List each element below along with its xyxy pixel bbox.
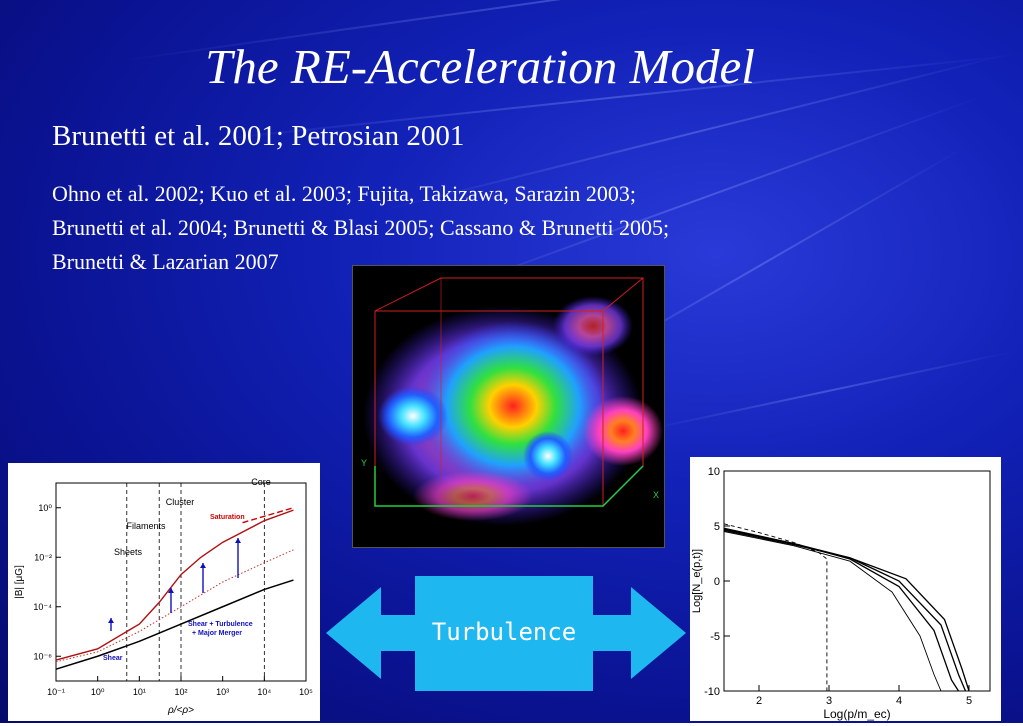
- svg-text:Y: Y: [361, 458, 367, 468]
- series-line: [723, 529, 970, 692]
- y-tick-label: 0: [714, 576, 720, 588]
- y-tick-label: 10⁻⁴: [33, 602, 52, 612]
- turbulence-box: Turbulence: [415, 576, 593, 691]
- x-tick-label: 10³: [216, 687, 229, 697]
- region-label: Sheets: [114, 547, 143, 557]
- series-line: [55, 579, 294, 670]
- x-tick-label: 2: [756, 695, 762, 707]
- series-line: [723, 523, 828, 691]
- x-tick-label: 5: [966, 695, 972, 707]
- annotation-shear-turbulence: Shear + Turbulence: [188, 621, 253, 628]
- series-line: [55, 509, 294, 661]
- y-axis-label: Log[N_e(p,t)]: [691, 549, 703, 613]
- reference-line: Brunetti & Lazarian 2007: [52, 249, 279, 274]
- series-line: [723, 531, 942, 692]
- region-label: Core: [251, 477, 271, 487]
- growth-arrow-head: [200, 563, 206, 568]
- magnetic-field-chart: 10⁻¹ 10⁰ 10¹ 10² 10³ 10⁴ 10⁵ 10⁰ 10⁻² 10⁻⁴ 10⁻⁶ ρ/<…: [8, 463, 320, 721]
- growth-arrow-head: [168, 588, 174, 593]
- reference-list: Ohno et al. 2002; Kuo et al. 2003; Fujit…: [52, 177, 912, 279]
- annotation-saturation: Saturation: [210, 514, 245, 521]
- region-label: Filaments: [126, 521, 166, 531]
- turbulence-label: Turbulence: [431, 618, 577, 646]
- slide-subtitle: Brunetti et al. 2001; Petrosian 2001: [52, 120, 465, 152]
- annotation-shear: Shear: [103, 655, 123, 662]
- electron-spectrum-chart: 2 3 4 5 10 5 0 -5 -10 Log(p/m_ec) Log[N_e(p,t)]: [690, 457, 1001, 721]
- y-tick-label: 10: [708, 466, 720, 478]
- series-line: [723, 527, 960, 692]
- series-line: [242, 507, 294, 524]
- x-tick-label: 10⁰: [91, 687, 105, 697]
- simulation-cube-image: Y X: [352, 265, 665, 548]
- y-tick-label: 10⁰: [38, 503, 52, 513]
- growth-arrow-head: [108, 618, 114, 623]
- annotation-major-merger: + Major Merger: [192, 630, 242, 637]
- x-tick-label: 4: [896, 695, 902, 707]
- y-tick-label: 5: [714, 521, 720, 533]
- x-tick-label: 10⁻¹: [47, 687, 65, 697]
- series-line: [723, 528, 967, 692]
- svg-text:X: X: [653, 490, 659, 500]
- growth-arrow-head: [235, 538, 241, 543]
- x-tick-label: 3: [826, 695, 832, 707]
- y-tick-label: -5: [710, 631, 720, 643]
- x-tick-label: 10¹: [133, 687, 146, 697]
- y-tick-label: 10⁻⁶: [34, 651, 53, 661]
- x-tick-label: 10²: [174, 687, 187, 697]
- x-axis-label: ρ/<ρ>: [167, 705, 194, 716]
- x-tick-label: 10⁴: [257, 687, 271, 697]
- x-axis-label: Log(p/m_ec): [823, 707, 890, 721]
- reference-line: Brunetti et al. 2004; Brunetti & Blasi 2…: [52, 215, 670, 240]
- y-tick-label: 10⁻²: [34, 552, 52, 562]
- reference-line: Ohno et al. 2002; Kuo et al. 2003; Fujit…: [52, 181, 636, 206]
- y-axis-label: |B| [μG]: [14, 565, 25, 599]
- slide-title: The RE-Acceleration Model: [205, 39, 755, 94]
- y-tick-label: -10: [704, 686, 720, 698]
- plot-frame: [723, 470, 991, 692]
- x-tick-label: 10⁵: [299, 687, 313, 697]
- region-label: Cluster: [166, 497, 195, 507]
- series-line: [55, 549, 294, 663]
